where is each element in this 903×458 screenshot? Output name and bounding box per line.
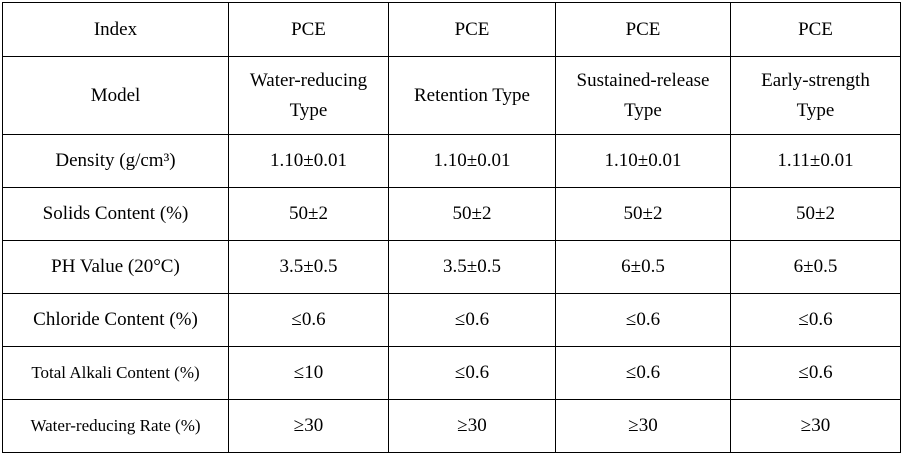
table-cell: ≤10 <box>228 346 389 400</box>
table-cell: ≤0.6 <box>555 293 731 347</box>
model-line: Type <box>796 99 835 121</box>
model-line: Early-strength <box>761 69 870 91</box>
table-cell: ≥30 <box>228 399 389 453</box>
row-label-water-reducing-rate: Water-reducing Rate (%) <box>2 399 229 453</box>
row-label-density: Density (g/cm³) <box>2 134 229 188</box>
table-cell: ≥30 <box>555 399 731 453</box>
row-label-solids-content: Solids Content (%) <box>2 187 229 241</box>
row-label-index: Index <box>2 2 229 57</box>
table-cell: ≤0.6 <box>388 293 556 347</box>
table-cell: 3.5±0.5 <box>388 240 556 294</box>
table-cell: 1.10±0.01 <box>555 134 731 188</box>
model-cell-retention: Retention Type <box>388 56 556 135</box>
row-label-chloride-content: Chloride Content (%) <box>2 293 229 347</box>
table-row-density: Density (g/cm³) 1.10±0.01 1.10±0.01 1.10… <box>2 134 901 188</box>
table-cell: 50±2 <box>388 187 556 241</box>
model-line: Sustained-release <box>576 69 710 91</box>
header-cell-pce-2: PCE <box>388 2 556 57</box>
row-label-ph-value: PH Value (20°C) <box>2 240 229 294</box>
table-cell: 6±0.5 <box>730 240 901 294</box>
model-line: Type <box>289 99 328 121</box>
row-label-model: Model <box>2 56 229 135</box>
table-cell: 3.5±0.5 <box>228 240 389 294</box>
table-cell: ≤0.6 <box>388 346 556 400</box>
model-line: Type <box>624 99 662 121</box>
table-cell: ≤0.6 <box>555 346 731 400</box>
model-cell-early-strength: Early-strength Type <box>730 56 901 135</box>
table-cell: 6±0.5 <box>555 240 731 294</box>
table-row-solids-content: Solids Content (%) 50±2 50±2 50±2 50±2 <box>2 187 901 241</box>
table-row-chloride-content: Chloride Content (%) ≤0.6 ≤0.6 ≤0.6 ≤0.6 <box>2 293 901 347</box>
table-cell: 1.11±0.01 <box>730 134 901 188</box>
table-cell: 50±2 <box>555 187 731 241</box>
table-cell: ≥30 <box>388 399 556 453</box>
model-cell-water-reducing: Water-reducing Type <box>228 56 389 135</box>
table-row-model: Model Water-reducing Type Retention Type… <box>2 56 901 135</box>
header-cell-pce-4: PCE <box>730 2 901 57</box>
table-cell: ≥30 <box>730 399 901 453</box>
table-cell: ≤0.6 <box>228 293 389 347</box>
table-cell: 50±2 <box>730 187 901 241</box>
header-cell-pce-3: PCE <box>555 2 731 57</box>
table-row-index: Index PCE PCE PCE PCE <box>2 2 901 57</box>
table-row-total-alkali-content: Total Alkali Content (%) ≤10 ≤0.6 ≤0.6 ≤… <box>2 346 901 400</box>
table-cell: 1.10±0.01 <box>388 134 556 188</box>
table-cell: 50±2 <box>228 187 389 241</box>
table-row-ph-value: PH Value (20°C) 3.5±0.5 3.5±0.5 6±0.5 6±… <box>2 240 901 294</box>
header-cell-pce-1: PCE <box>228 2 389 57</box>
table-cell: 1.10±0.01 <box>228 134 389 188</box>
row-label-total-alkali-content: Total Alkali Content (%) <box>2 346 229 400</box>
table-cell: ≤0.6 <box>730 346 901 400</box>
model-line: Retention Type <box>414 84 530 106</box>
model-cell-sustained-release: Sustained-release Type <box>555 56 731 135</box>
table-row-water-reducing-rate: Water-reducing Rate (%) ≥30 ≥30 ≥30 ≥30 <box>2 399 901 453</box>
model-line: Water-reducing <box>249 69 368 91</box>
table-cell: ≤0.6 <box>730 293 901 347</box>
